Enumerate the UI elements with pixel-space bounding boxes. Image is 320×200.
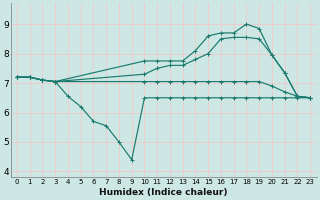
X-axis label: Humidex (Indice chaleur): Humidex (Indice chaleur): [99, 188, 228, 197]
